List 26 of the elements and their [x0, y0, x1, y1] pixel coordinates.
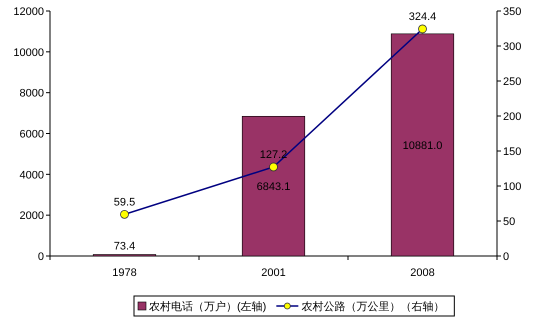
data-label: 73.4	[114, 240, 136, 252]
y2-tick-label: 50	[503, 216, 516, 228]
data-label: 10881.0	[402, 140, 442, 152]
y-tick-label: 2000	[20, 210, 44, 222]
y-tick-label: 0	[38, 251, 44, 263]
data-label: 127.2	[260, 148, 288, 161]
x-tick-label: 1978	[112, 267, 137, 279]
y-tick-label: 12000	[13, 6, 44, 18]
y2-tick-label: 0	[503, 251, 510, 263]
y2-tick-label: 250	[503, 76, 522, 88]
data-label: 6843.1	[256, 181, 290, 194]
y2-tick-label: 300	[503, 41, 522, 53]
y-tick-label: 4000	[20, 169, 44, 182]
y2-tick-label: 100	[503, 181, 522, 193]
y2-tick-label: 350	[503, 6, 522, 18]
legend-label: 农村电话（万户）(左轴)	[149, 300, 266, 313]
data-label: 59.5	[114, 196, 136, 208]
legend-label: 农村公路（万公里）（右轴）	[301, 300, 444, 313]
x-tick-label: 2008	[410, 267, 435, 279]
y-tick-label: 8000	[20, 88, 44, 100]
y2-tick-label: 200	[503, 111, 522, 123]
y-tick-label: 6000	[20, 128, 44, 140]
y2-tick-label: 150	[503, 146, 522, 158]
y-tick-label: 10000	[13, 46, 44, 59]
data-label: 324.4	[408, 10, 436, 23]
x-tick-label: 2001	[261, 267, 286, 279]
